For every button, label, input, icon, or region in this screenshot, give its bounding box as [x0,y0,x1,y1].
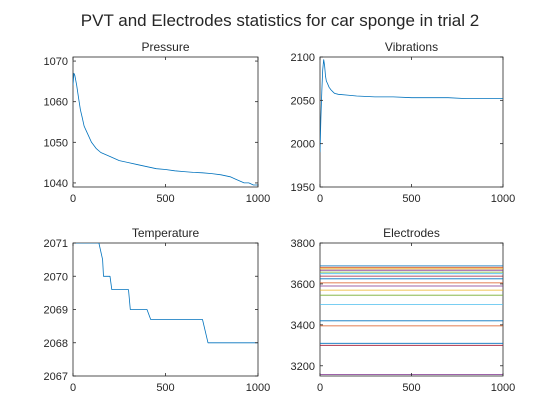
temperature-y-tick-label: 2069 [44,305,68,317]
pressure-y-tick-label: 1050 [44,137,68,149]
vibrations-series-line-1 [320,59,503,153]
subplot-pressure: 0 500 1000 1040 1050 1060 1070 Pressure [44,40,271,205]
vibrations-x-tick-label: 500 [402,193,420,205]
temperature-x-tick-label: 1000 [246,382,270,394]
vibrations-x-tick-label: 1000 [491,193,515,205]
subplot-vibrations: 0 500 1000 1950 2000 2050 2100 Vibrations [291,40,516,205]
subplot-electrodes: 0 500 1000 3200 3400 3600 3800 Electrodes [291,226,516,394]
vibrations-y-tick-label: 2000 [291,139,315,151]
electrodes-x-tick-label: 0 [317,382,323,394]
vibrations-axes-box [319,56,504,188]
electrodes-y-tick-label: 3600 [291,279,315,291]
subplots: 0 500 1000 1040 1050 1060 1070 Pressure 0 500 1000… [44,40,516,394]
electrodes-y-tick-label: 3400 [291,320,315,332]
pressure-y-tick-label: 1040 [44,178,68,190]
temperature-title: Temperature [132,226,200,240]
vibrations-y-tick-label: 1950 [291,182,315,194]
vibrations-series-group [320,59,503,153]
temperature-series-line-1 [73,243,258,344]
temperature-x-tick-label: 0 [70,382,76,394]
temperature-y-tick-label: 2068 [44,338,68,350]
pressure-series-group [73,72,258,186]
temperature-axes-box [72,242,259,377]
electrodes-title: Electrodes [383,226,440,240]
electrodes-axes-box [319,242,504,377]
subplot-temperature: 0 500 1000 2067 2068 2069 2070 2071 Temperature [44,226,271,394]
electrodes-x-tick-label: 500 [402,382,420,394]
pressure-x-tick-label: 1000 [246,193,270,205]
temperature-y-tick-label: 2071 [44,238,68,250]
temperature-x-tick-label: 500 [156,382,174,394]
pressure-title: Pressure [141,40,189,54]
vibrations-y-tick-label: 2100 [291,52,315,64]
pressure-x-tick-label: 500 [156,193,174,205]
electrodes-x-tick-label: 1000 [491,382,515,394]
vibrations-title: Vibrations [385,40,438,54]
pressure-series-line-1 [73,72,258,186]
figure-title: PVT and Electrodes statistics for car sp… [81,11,479,30]
pressure-axes-box [72,56,259,188]
temperature-series-group [73,243,258,344]
vibrations-x-tick-label: 0 [317,193,323,205]
pressure-y-tick-label: 1060 [44,97,68,109]
electrodes-series-group [320,265,503,375]
electrodes-y-tick-label: 3800 [291,238,315,250]
pressure-x-tick-label: 0 [70,193,76,205]
vibrations-y-tick-label: 2050 [291,95,315,107]
temperature-y-tick-label: 2070 [44,271,68,283]
electrodes-y-tick-label: 3200 [291,361,315,373]
temperature-y-tick-label: 2067 [44,371,68,383]
pressure-y-tick-label: 1070 [44,56,68,68]
